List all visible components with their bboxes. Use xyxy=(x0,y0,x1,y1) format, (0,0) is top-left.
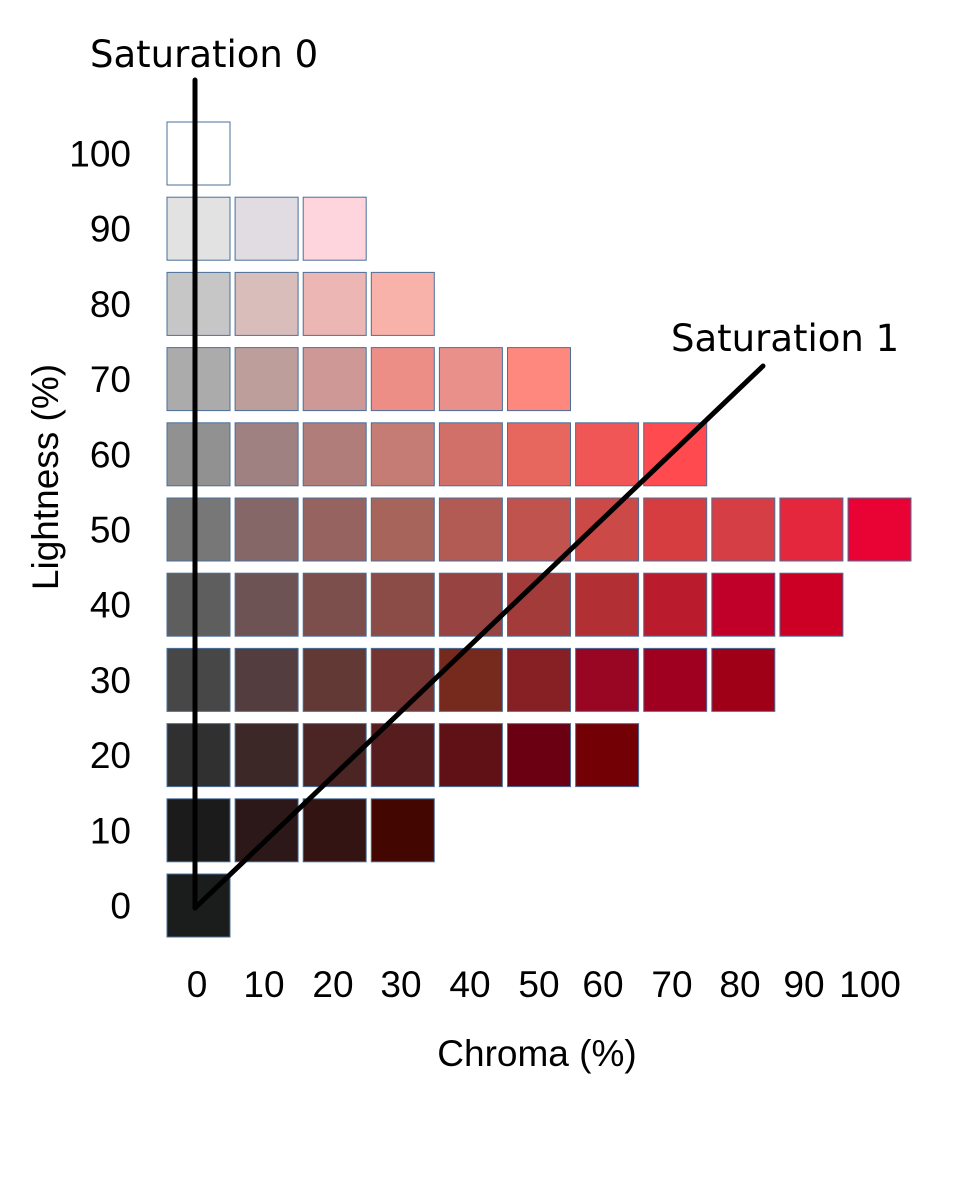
swatch-l10-c30 xyxy=(370,798,435,863)
x-tick-label: 40 xyxy=(449,964,490,1005)
swatch-l10-c10 xyxy=(234,798,299,863)
swatch-l20-c50 xyxy=(507,723,571,788)
x-tick-label: 50 xyxy=(518,964,559,1005)
x-tick-label: 90 xyxy=(783,964,824,1005)
swatch-l80-c0 xyxy=(166,271,231,336)
y-tick-label: 70 xyxy=(90,359,131,400)
y-tick-label: 90 xyxy=(90,209,131,250)
swatch-l80-c20 xyxy=(302,271,367,336)
y-tick-label: 50 xyxy=(90,510,131,551)
swatch-l50-c40 xyxy=(438,497,503,562)
x-tick-label: 100 xyxy=(839,964,901,1005)
swatch-grid xyxy=(166,121,912,938)
y-tick-label: 0 xyxy=(110,886,131,927)
swatch-l70-c40 xyxy=(438,347,503,412)
saturation-1-line xyxy=(192,363,766,911)
swatch-l100-c0 xyxy=(166,121,231,186)
swatch-l60-c10 xyxy=(234,422,299,487)
swatch-l50-c100 xyxy=(847,497,912,562)
swatch-l30-c30 xyxy=(370,647,435,712)
swatch-l50-c10 xyxy=(234,497,299,562)
swatch-l40-c60 xyxy=(575,572,640,637)
swatch-l80-c10 xyxy=(234,271,299,336)
swatch-l20-c0 xyxy=(166,723,231,788)
swatch-l70-c20 xyxy=(302,347,367,412)
swatch-l60-c60 xyxy=(575,422,640,487)
y-tick-label: 30 xyxy=(90,660,131,701)
swatch-l40-c50 xyxy=(507,572,571,637)
swatch-l40-c0 xyxy=(166,572,231,637)
saturation-0-label: Saturation 0 xyxy=(90,33,318,76)
swatch-l20-c40 xyxy=(438,723,503,788)
swatch-l30-c80 xyxy=(711,647,776,712)
x-tick-label: 10 xyxy=(243,964,284,1005)
swatch-l60-c0 xyxy=(166,422,231,487)
swatch-l50-c20 xyxy=(302,497,367,562)
swatch-l60-c50 xyxy=(507,422,571,487)
y-tick-label: 10 xyxy=(90,810,131,851)
swatch-l30-c40 xyxy=(438,647,503,712)
y-tick-label: 40 xyxy=(90,585,131,626)
swatch-l50-c60 xyxy=(575,497,640,562)
y-axis-title: Lightness (%) xyxy=(25,364,66,590)
y-tick-label: 100 xyxy=(69,134,131,175)
swatch-l10-c20 xyxy=(302,798,367,863)
swatch-l50-c0 xyxy=(166,497,231,562)
x-tick-label: 60 xyxy=(582,964,623,1005)
x-tick-label: 70 xyxy=(651,964,692,1005)
swatch-l60-c40 xyxy=(438,422,503,487)
swatch-l30-c50 xyxy=(507,647,571,712)
swatch-l60-c70 xyxy=(643,422,708,487)
x-tick-label: 20 xyxy=(312,964,353,1005)
swatch-l70-c30 xyxy=(370,347,435,412)
swatch-l40-c80 xyxy=(711,572,776,637)
x-tick-labels: 0 10 20 30 40 50 60 70 80 90 100 xyxy=(187,964,901,1005)
swatch-l40-c20 xyxy=(302,572,367,637)
swatch-l30-c0 xyxy=(166,647,231,712)
saturation-1-label: Saturation 1 xyxy=(671,317,899,360)
swatch-l40-c90 xyxy=(779,572,844,637)
swatch-l70-c0 xyxy=(166,347,231,412)
swatch-l60-c20 xyxy=(302,422,367,487)
swatch-l50-c30 xyxy=(370,497,435,562)
swatch-l20-c30 xyxy=(370,723,435,788)
swatch-l10-c0 xyxy=(166,798,231,863)
swatch-l90-c10 xyxy=(234,196,299,261)
swatch-l90-c0 xyxy=(166,196,231,261)
x-tick-label: 80 xyxy=(719,964,760,1005)
swatch-l40-c30 xyxy=(370,572,435,637)
swatch-l40-c10 xyxy=(234,572,299,637)
swatch-l50-c80 xyxy=(711,497,776,562)
swatch-l20-c60 xyxy=(575,723,640,788)
x-axis-title: Chroma (%) xyxy=(437,1033,636,1074)
y-tick-label: 60 xyxy=(90,434,131,475)
swatch-l80-c30 xyxy=(370,271,435,336)
swatch-l40-c70 xyxy=(643,572,708,637)
swatch-l30-c10 xyxy=(234,647,299,712)
swatch-l50-c70 xyxy=(643,497,708,562)
x-tick-label: 0 xyxy=(187,964,208,1005)
swatch-l20-c10 xyxy=(234,723,299,788)
swatch-l30-c20 xyxy=(302,647,367,712)
swatch-l30-c70 xyxy=(643,647,708,712)
swatch-l70-c10 xyxy=(234,347,299,412)
swatch-l70-c50 xyxy=(507,347,571,412)
swatch-l50-c50 xyxy=(507,497,571,562)
swatch-l30-c60 xyxy=(575,647,640,712)
y-tick-label: 80 xyxy=(90,284,131,325)
swatch-l60-c30 xyxy=(370,422,435,487)
x-tick-label: 30 xyxy=(380,964,421,1005)
swatch-l50-c90 xyxy=(779,497,844,562)
swatch-l90-c20 xyxy=(302,196,367,261)
y-tick-label: 20 xyxy=(90,735,131,776)
